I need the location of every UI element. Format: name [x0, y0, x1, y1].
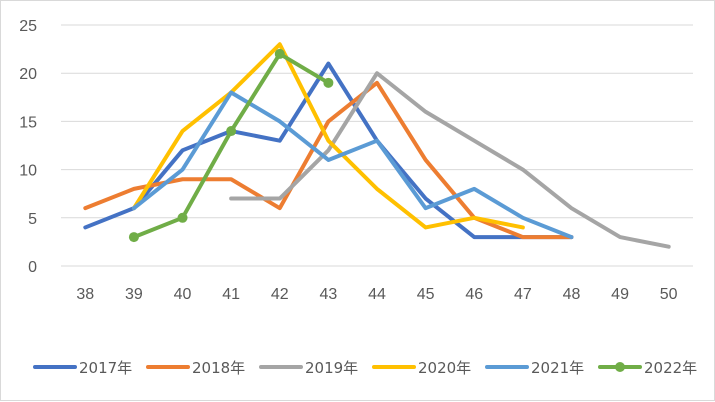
x-tick-label: 44 [368, 286, 386, 303]
legend-item: 2019年 [259, 359, 358, 377]
legend-label: 2022年 [644, 359, 697, 377]
series-lines [83, 42, 671, 249]
series-line [229, 71, 671, 249]
x-tick-label: 48 [563, 286, 581, 303]
x-tick-label: 42 [271, 286, 289, 303]
legend-label: 2021年 [531, 359, 584, 377]
x-tick-label: 47 [514, 286, 532, 303]
x-tick-label: 46 [465, 286, 483, 303]
y-tick-label: 5 [28, 211, 37, 228]
series-line [83, 61, 574, 240]
series-4 [131, 42, 525, 230]
legend-item: 2022年 [598, 359, 697, 377]
x-tick-label: 50 [660, 286, 678, 303]
legend-marker [615, 362, 625, 372]
series-3 [229, 71, 671, 249]
y-tick-label: 10 [19, 163, 37, 180]
x-tick-label: 41 [222, 286, 240, 303]
legend-item: 2018年 [146, 359, 245, 377]
legend-label: 2019年 [305, 359, 358, 377]
series-5 [131, 90, 574, 240]
series-line [131, 90, 574, 240]
legend-item: 2020年 [372, 359, 471, 377]
y-axis-ticks: 0 5 10 15 20 25 [19, 18, 37, 276]
data-point [226, 126, 237, 137]
x-tick-label: 43 [319, 286, 337, 303]
y-tick-label: 0 [28, 259, 37, 276]
legend-label: 2018年 [192, 359, 245, 377]
y-tick-label: 20 [19, 66, 37, 83]
x-tick-label: 40 [174, 286, 192, 303]
data-point [128, 232, 139, 243]
series-line [131, 42, 525, 230]
legend-label: 2017年 [79, 359, 132, 377]
y-tick-label: 15 [19, 114, 37, 131]
x-tick-label: 45 [417, 286, 435, 303]
series-6 [128, 48, 334, 243]
legend: 2017年 2018年 2019年 2020年 2021年 2022年 [33, 359, 697, 377]
data-point [177, 212, 188, 223]
x-tick-label: 49 [611, 286, 629, 303]
data-point [323, 77, 334, 88]
x-axis-ticks: 38 39 40 41 42 43 44 45 46 47 48 49 50 [76, 286, 677, 303]
legend-item: 2017年 [33, 359, 132, 377]
x-tick-label: 39 [125, 286, 143, 303]
x-tick-label: 38 [76, 286, 94, 303]
data-point [274, 48, 285, 59]
y-tick-label: 25 [19, 18, 37, 35]
legend-label: 2020年 [418, 359, 471, 377]
legend-item: 2021年 [485, 359, 584, 377]
series-1 [83, 61, 574, 240]
